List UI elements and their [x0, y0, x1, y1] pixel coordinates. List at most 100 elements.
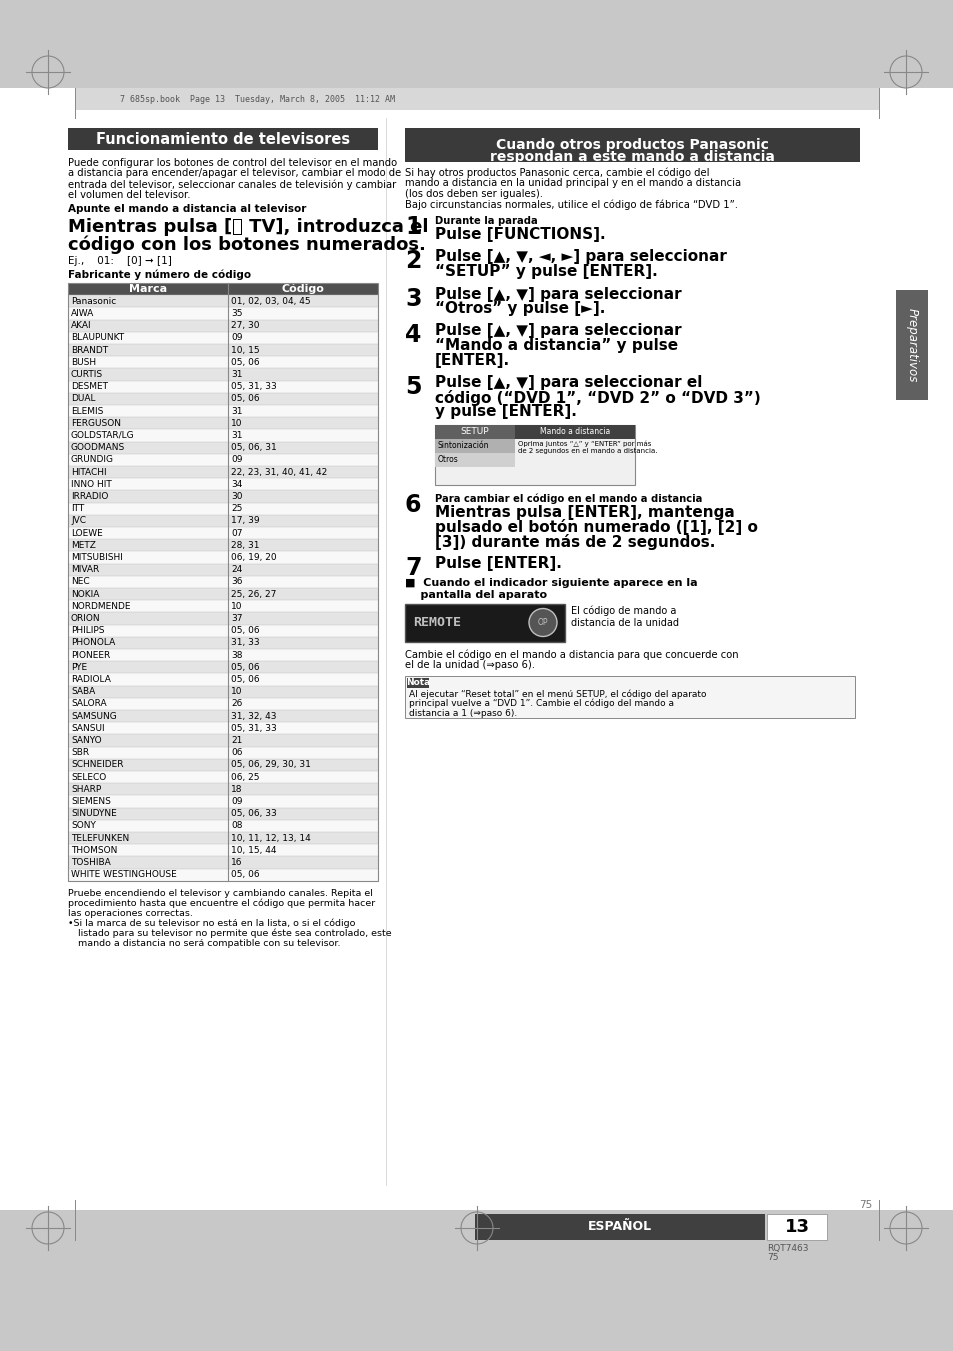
Text: 09: 09	[231, 334, 242, 342]
Bar	[68, 735, 377, 747]
Text: SANSUI: SANSUI	[71, 724, 105, 732]
Text: 27, 30: 27, 30	[231, 322, 259, 330]
Text: 06, 25: 06, 25	[231, 773, 259, 782]
Text: SETUP: SETUP	[460, 427, 489, 436]
Text: Pulse [▲, ▼] para seleccionar el: Pulse [▲, ▼] para seleccionar el	[435, 376, 701, 390]
Text: JVC: JVC	[71, 516, 86, 526]
Text: 5: 5	[405, 376, 421, 399]
Bar	[68, 466, 377, 478]
Text: 09: 09	[231, 797, 242, 807]
Text: ■  Cuando el indicador siguiente aparece en la: ■ Cuando el indicador siguiente aparece …	[405, 578, 697, 589]
Text: BLAUPUNKT: BLAUPUNKT	[71, 334, 124, 342]
Text: Apunte el mando a distancia al televisor: Apunte el mando a distancia al televisor	[68, 204, 306, 213]
Text: Fabricante y número de código: Fabricante y número de código	[68, 270, 251, 281]
Text: 37: 37	[231, 613, 242, 623]
Text: 34: 34	[231, 480, 242, 489]
Text: 22, 23, 31, 40, 41, 42: 22, 23, 31, 40, 41, 42	[231, 467, 327, 477]
Text: LOEWE: LOEWE	[71, 528, 103, 538]
Text: 25, 26, 27: 25, 26, 27	[231, 589, 276, 598]
Text: 08: 08	[231, 821, 242, 831]
Text: las operaciones correctas.: las operaciones correctas.	[68, 909, 193, 917]
Bar	[68, 430, 377, 442]
Bar	[68, 369, 377, 381]
Bar	[0, 88, 953, 1228]
Text: Preparativos: Preparativos	[904, 308, 918, 382]
Bar	[68, 539, 377, 551]
Text: SELECO: SELECO	[71, 773, 106, 782]
Bar	[405, 676, 854, 717]
Text: Mando a distancia: Mando a distancia	[539, 427, 610, 436]
Text: Puede configurar los botones de control del televisor en el mando: Puede configurar los botones de control …	[68, 158, 396, 168]
Text: 4: 4	[405, 323, 421, 347]
Text: principal vuelve a “DVD 1”. Cambie el código del mando a: principal vuelve a “DVD 1”. Cambie el có…	[409, 698, 673, 708]
Text: 7 685sp.book  Page 13  Tuesday, March 8, 2005  11:12 AM: 7 685sp.book Page 13 Tuesday, March 8, 2…	[120, 95, 395, 104]
Bar	[405, 604, 564, 642]
Bar	[68, 417, 377, 430]
Text: HITACHI: HITACHI	[71, 467, 107, 477]
Text: WHITE WESTINGHOUSE: WHITE WESTINGHOUSE	[71, 870, 176, 880]
Bar	[68, 296, 377, 308]
Text: 05, 06: 05, 06	[231, 394, 259, 404]
Text: 24: 24	[231, 565, 242, 574]
Bar	[68, 454, 377, 466]
Text: 05, 31, 33: 05, 31, 33	[231, 382, 276, 392]
Text: AIWA: AIWA	[71, 309, 94, 317]
Text: Funcionamiento de televisores: Funcionamiento de televisores	[96, 131, 350, 146]
Bar	[405, 128, 859, 162]
Text: Al ejecutar “Reset total” en el menú SETUP, el código del aparato: Al ejecutar “Reset total” en el menú SET…	[409, 689, 706, 698]
Bar	[68, 332, 377, 345]
Bar	[68, 442, 377, 454]
Bar	[435, 424, 515, 439]
Bar	[68, 673, 377, 685]
Bar	[68, 490, 377, 503]
Text: DUAL: DUAL	[71, 394, 95, 404]
Text: IRRADIO: IRRADIO	[71, 492, 109, 501]
Text: GRUNDIG: GRUNDIG	[71, 455, 113, 465]
Bar	[68, 405, 377, 417]
Text: 36: 36	[231, 577, 242, 586]
Text: código (“DVD 1”, “DVD 2” o “DVD 3”): código (“DVD 1”, “DVD 2” o “DVD 3”)	[435, 389, 760, 405]
Text: 05, 06: 05, 06	[231, 663, 259, 671]
Bar	[68, 759, 377, 771]
Text: El código de mando a
distancia de la unidad: El código de mando a distancia de la uni…	[571, 605, 679, 628]
Bar	[435, 424, 635, 485]
Text: “SETUP” y pulse [ENTER].: “SETUP” y pulse [ENTER].	[435, 263, 657, 280]
Text: 10, 15, 44: 10, 15, 44	[231, 846, 276, 855]
Bar	[766, 1215, 826, 1240]
Text: 17, 39: 17, 39	[231, 516, 259, 526]
Text: y pulse [ENTER].: y pulse [ENTER].	[435, 404, 577, 419]
Text: Nota: Nota	[405, 678, 430, 688]
Text: TOSHIBA: TOSHIBA	[71, 858, 111, 867]
Text: a distancia para encender/apagar el televisor, cambiar el modo de: a distancia para encender/apagar el tele…	[68, 169, 401, 178]
Text: 01, 02, 03, 04, 45: 01, 02, 03, 04, 45	[231, 297, 311, 305]
Text: respondan a este mando a distancia: respondan a este mando a distancia	[490, 150, 774, 163]
Text: Oprima juntos “△” y “ENTER” por más
de 2 segundos en el mando a distancia.: Oprima juntos “△” y “ENTER” por más de 2…	[517, 440, 657, 454]
Text: 16: 16	[231, 858, 242, 867]
Text: 10: 10	[231, 419, 242, 428]
Text: 6: 6	[405, 493, 421, 516]
Text: 05, 06, 31: 05, 06, 31	[231, 443, 276, 453]
Text: SHARP: SHARP	[71, 785, 101, 794]
Text: pantalla del aparato: pantalla del aparato	[405, 589, 547, 600]
Text: 1: 1	[405, 215, 421, 239]
Text: ITT: ITT	[71, 504, 84, 513]
Text: 10: 10	[231, 688, 242, 696]
Text: GOLDSTAR/LG: GOLDSTAR/LG	[71, 431, 134, 440]
Text: procedimiento hasta que encuentre el código que permita hacer: procedimiento hasta que encuentre el cód…	[68, 898, 375, 908]
Text: 05, 06, 33: 05, 06, 33	[231, 809, 276, 819]
Text: SALORA: SALORA	[71, 700, 107, 708]
Text: Bajo circunstancias normales, utilice el código de fábrica “DVD 1”.: Bajo circunstancias normales, utilice el…	[405, 200, 738, 209]
Text: PHILIPS: PHILIPS	[71, 627, 105, 635]
Text: 05, 06: 05, 06	[231, 358, 259, 367]
Text: ORION: ORION	[71, 613, 100, 623]
Bar	[68, 576, 377, 588]
Text: 28, 31: 28, 31	[231, 540, 259, 550]
Text: código con los botones numerados.: código con los botones numerados.	[68, 236, 425, 254]
Text: BUSH: BUSH	[71, 358, 96, 367]
Text: 05, 06, 29, 30, 31: 05, 06, 29, 30, 31	[231, 761, 311, 770]
Text: OP: OP	[537, 617, 548, 627]
Text: entrada del televisor, seleccionar canales de televisión y cambiar: entrada del televisor, seleccionar canal…	[68, 178, 395, 189]
Bar	[407, 677, 429, 688]
Text: Sintonización: Sintonización	[437, 440, 489, 450]
Bar	[68, 723, 377, 735]
